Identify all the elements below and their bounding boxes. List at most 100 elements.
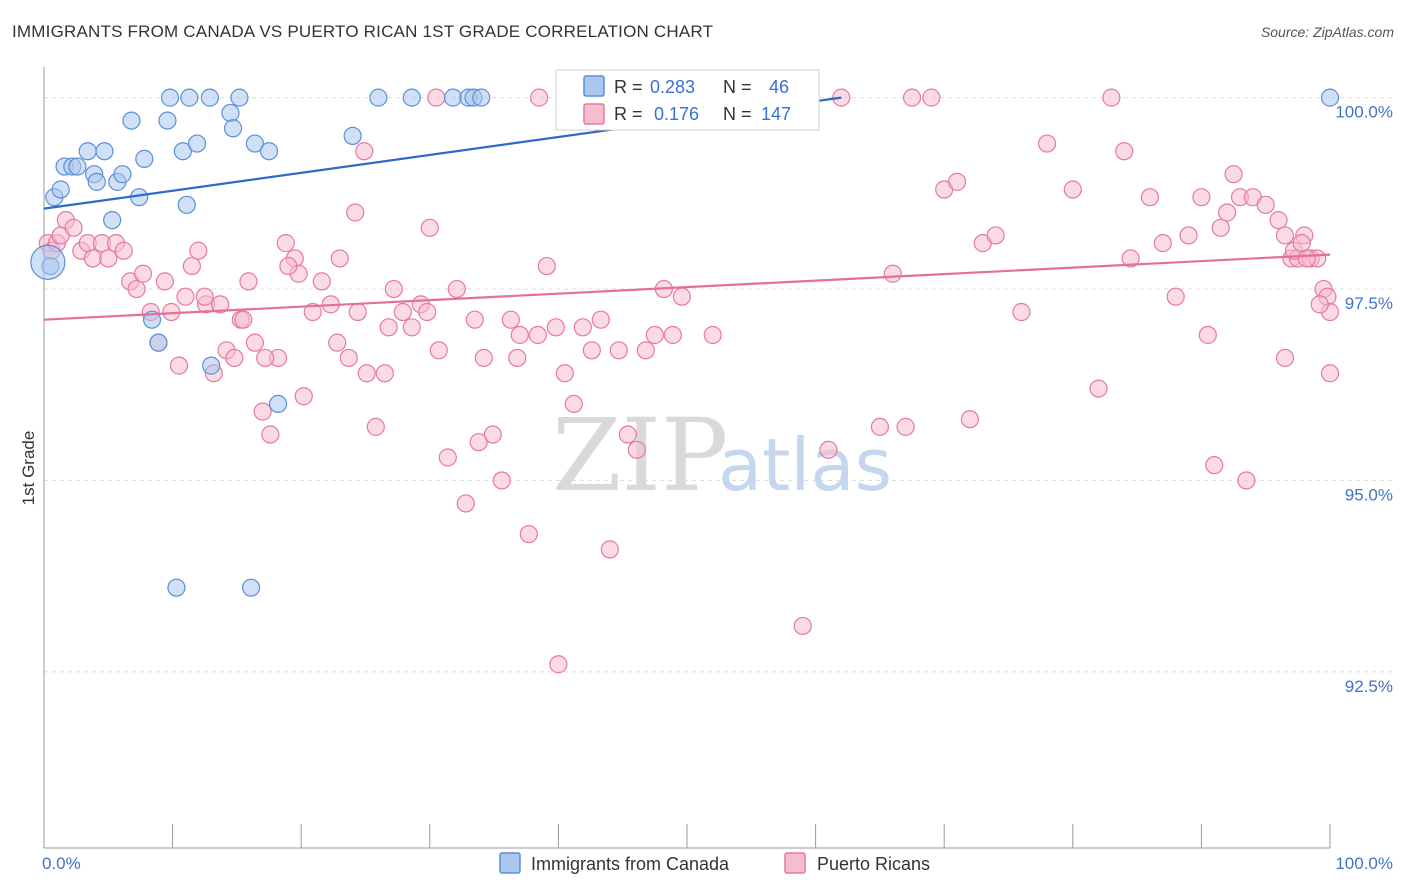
point-puerto-ricans	[379, 318, 398, 337]
point-puerto-ricans	[427, 88, 446, 107]
point-puerto-ricans	[1292, 234, 1311, 253]
point-puerto-ricans	[1198, 325, 1217, 345]
point-puerto-ricans	[312, 272, 331, 291]
point-puerto-ricans	[234, 310, 253, 329]
point-puerto-ricans	[609, 341, 628, 360]
point-puerto-ricans	[384, 279, 403, 299]
point-puerto-ricans	[1179, 226, 1198, 245]
point-puerto-ricans	[902, 88, 922, 107]
point-immigrants-from-canada	[241, 578, 261, 597]
point-puerto-ricans	[1256, 195, 1275, 214]
point-puerto-ricans	[591, 310, 610, 329]
point-puerto-ricans	[922, 88, 941, 107]
point-immigrants-from-canada	[160, 88, 180, 107]
point-puerto-ricans	[447, 279, 466, 299]
legend-swatch-blue	[583, 75, 605, 97]
point-immigrants-from-canada	[173, 142, 192, 161]
point-immigrants-from-canada	[343, 126, 362, 146]
point-immigrants-from-canada	[68, 157, 87, 176]
point-puerto-ricans	[127, 279, 146, 299]
legend-n-value-blue: 46	[769, 77, 789, 97]
point-puerto-ricans	[582, 341, 601, 360]
point-puerto-ricans	[328, 333, 347, 352]
point-immigrants-from-canada	[230, 88, 249, 107]
point-puerto-ricans	[346, 203, 365, 222]
legend-n-label-pink: N =	[723, 104, 752, 124]
x-tick-label-max: 100.0%	[1335, 854, 1393, 873]
point-puerto-ricans	[429, 341, 448, 360]
chart-title: IMMIGRANTS FROM CANADA VS PUERTO RICAN 1…	[12, 22, 714, 41]
point-puerto-ricans	[1089, 379, 1108, 398]
point-immigrants-from-canada	[369, 88, 388, 107]
point-puerto-ricans	[465, 310, 484, 329]
y-tick-label: 97.5%	[1345, 294, 1393, 313]
bottom-legend-label-pink: Puerto Ricans	[817, 854, 930, 874]
point-puerto-ricans	[182, 256, 201, 276]
point-puerto-ricans	[549, 655, 568, 674]
point-puerto-ricans	[261, 425, 280, 444]
point-puerto-ricans	[402, 318, 421, 337]
series-puerto-ricans	[38, 88, 1340, 674]
point-puerto-ricans	[947, 172, 967, 191]
point-immigrants-from-canada	[221, 103, 240, 123]
point-puerto-ricans	[528, 325, 547, 345]
point-puerto-ricans	[1205, 456, 1224, 475]
point-puerto-ricans	[492, 471, 511, 490]
point-puerto-ricans	[1310, 295, 1329, 314]
point-puerto-ricans	[555, 364, 574, 383]
point-immigrants-from-canada-large	[30, 244, 66, 280]
point-immigrants-from-canada	[472, 88, 491, 107]
point-puerto-ricans	[366, 417, 385, 436]
point-puerto-ricans	[618, 425, 637, 444]
point-puerto-ricans	[960, 410, 980, 429]
point-puerto-ricans	[355, 142, 374, 161]
point-puerto-ricans	[348, 302, 367, 322]
point-puerto-ricans	[1297, 249, 1316, 268]
point-puerto-ricans	[169, 356, 189, 375]
point-immigrants-from-canada	[158, 111, 177, 130]
point-puerto-ricans	[501, 310, 520, 329]
watermark-atlas: atlas	[718, 423, 892, 507]
point-puerto-ricans	[276, 234, 295, 253]
y-tick-labels: 92.5% 95.0% 97.5% 100.0%	[1335, 103, 1393, 696]
legend-r-value-pink: 0.176	[654, 104, 699, 124]
legend-r-label-blue: R =	[614, 77, 643, 97]
series-legend: Immigrants from Canada Puerto Ricans	[499, 852, 930, 874]
watermark: ZIP atlas	[552, 397, 892, 514]
point-puerto-ricans	[1218, 203, 1237, 222]
point-puerto-ricans	[819, 440, 838, 459]
point-puerto-ricans	[211, 295, 230, 314]
point-puerto-ricans	[375, 364, 394, 383]
point-puerto-ricans	[627, 440, 646, 459]
point-immigrants-from-canada	[187, 134, 207, 153]
point-puerto-ricans	[508, 348, 527, 368]
point-puerto-ricans	[418, 302, 437, 322]
point-puerto-ricans	[239, 272, 258, 291]
point-puerto-ricans	[793, 616, 812, 636]
point-puerto-ricans	[83, 249, 102, 268]
point-puerto-ricans	[663, 325, 682, 345]
point-puerto-ricans	[510, 325, 529, 345]
point-immigrants-from-canada	[200, 88, 219, 107]
bottom-legend-swatch-blue	[499, 852, 521, 874]
point-puerto-ricans	[294, 387, 313, 406]
point-puerto-ricans	[1166, 287, 1185, 306]
point-puerto-ricans	[114, 241, 133, 260]
point-puerto-ricans	[573, 318, 592, 337]
point-puerto-ricans	[537, 256, 556, 276]
point-immigrants-from-canada	[113, 165, 132, 184]
point-immigrants-from-canada	[103, 211, 122, 230]
point-puerto-ricans	[519, 524, 538, 544]
point-puerto-ricans	[883, 264, 902, 283]
point-puerto-ricans	[1224, 165, 1243, 184]
point-puerto-ricans	[474, 348, 493, 368]
point-puerto-ricans	[303, 302, 322, 322]
point-puerto-ricans	[330, 249, 349, 268]
point-puerto-ricans	[1102, 88, 1121, 107]
point-immigrants-from-canada	[180, 88, 199, 107]
legend-swatch-pink	[583, 103, 605, 125]
point-puerto-ricans	[176, 287, 195, 306]
point-puerto-ricans	[1153, 234, 1172, 253]
point-puerto-ricans	[1012, 302, 1031, 322]
point-puerto-ricans	[1192, 188, 1211, 207]
